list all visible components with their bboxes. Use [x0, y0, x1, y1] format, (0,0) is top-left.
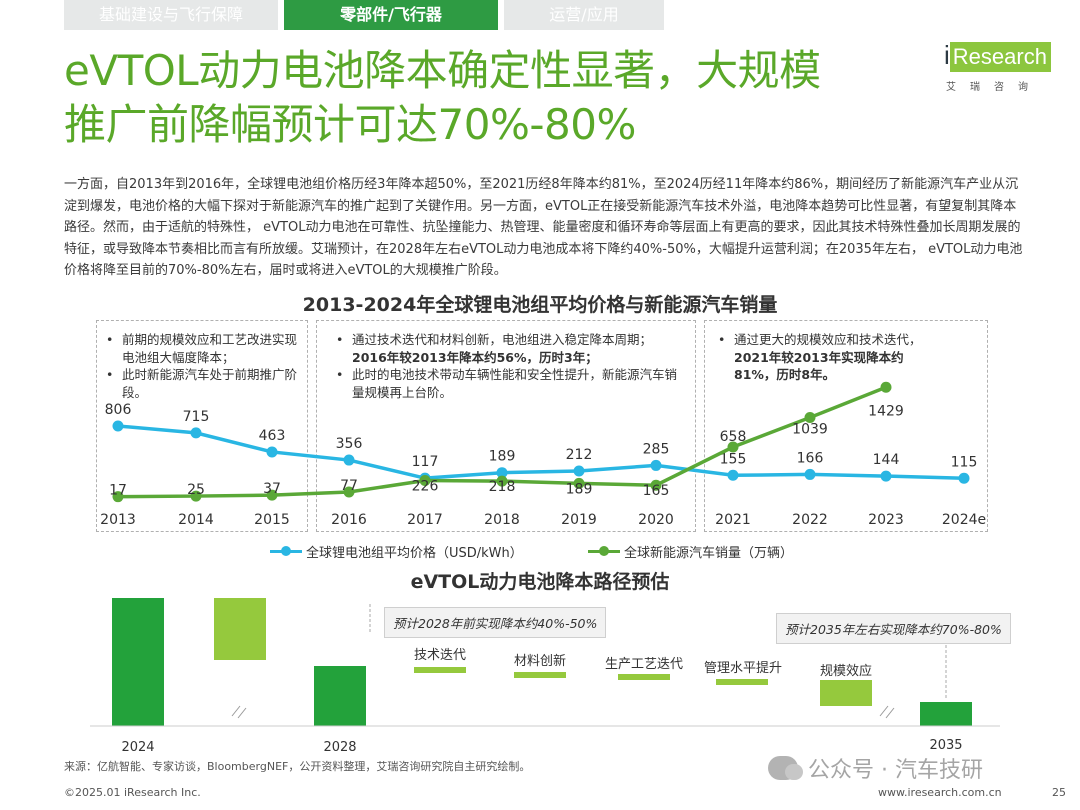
footer-url[interactable]: www.iresearch.com.cn [878, 786, 1002, 799]
axis-break-3 [879, 705, 889, 717]
note-period-1: 前期的规模效应和工艺改进实现电池组大幅度降本； 此时新能源汽车处于前期推广阶段。 [104, 331, 300, 401]
note-3-item-1: 通过更大的规模效应和技术迭代， 2021年较2013年实现降本约81%，历时8年。 [716, 331, 926, 384]
note-2-text-b: 2016年较2013年降本约56%，历时3年； [352, 349, 598, 365]
axis-break-2 [237, 707, 247, 719]
factor-label-process: 生产工艺迭代 [604, 657, 683, 672]
tab-operations[interactable]: 运营/应用 [504, 0, 664, 30]
logo-i: i [944, 40, 950, 70]
legend-price-swatch [270, 546, 302, 556]
bar-factor-material [514, 672, 566, 678]
intro-paragraph: 一方面，自2013年到2016年，全球锂电池组价格历经3年降本超50%，至202… [64, 177, 1023, 278]
iresearch-logo: i Research 艾瑞咨询 [942, 40, 1052, 93]
title-line-1: eVTOL动力电池降本确定性显著，大规模 [64, 46, 821, 95]
legend-sales-label: 全球新能源汽车销量（万辆） [624, 546, 794, 561]
year-label-2035: 2035 [929, 738, 963, 753]
factor-label-scale: 规模效应 [819, 664, 872, 679]
waterfall-chart [90, 598, 1000, 727]
title-line-2: 推广前降幅预计可达70%-80% [64, 100, 636, 149]
chart2-title: eVTOL动力电池降本路径预估 [410, 571, 670, 593]
logo-brand: Research [949, 42, 1051, 72]
factor-label-management: 管理水平提升 [703, 661, 782, 676]
wechat-icon [768, 756, 803, 780]
legend-sales-swatch [588, 546, 620, 556]
bar-2028 [314, 666, 366, 726]
tab-infrastructure[interactable]: 基础建设与飞行保障 [64, 0, 278, 30]
legend-price-label: 全球锂电池组平均价格（USD/kWh） [306, 546, 523, 561]
page-number: 25 [1052, 786, 1066, 799]
note-2-text-a: 通过技术迭代和材料创新，电池组进入稳定降本周期； [352, 332, 653, 347]
page-title: eVTOL动力电池降本确定性显著，大规模 推广前降幅预计可达70%-80% [64, 44, 944, 152]
bar-factor-scale [820, 680, 872, 706]
callout-2028: 预计2028年前实现降本约40%-50% [384, 607, 607, 638]
source-note: 来源：亿航智能、专家访谈，BloombergNEF，公开资料整理，艾瑞咨询研究院… [64, 760, 531, 773]
note-1-item-1: 前期的规模效应和工艺改进实现电池组大幅度降本； [104, 331, 300, 366]
year-label-2028: 2028 [323, 740, 357, 755]
footer-copyright: ©2025.01 iResearch Inc. [64, 786, 201, 799]
axis-break-1 [231, 705, 241, 717]
callout-2035: 预计2035年左右实现降本约70%-80% [776, 613, 1011, 644]
factor-label-tech: 技术迭代 [413, 648, 466, 663]
bar-drop-2028 [214, 598, 266, 660]
axis-break-4 [885, 707, 895, 719]
bar-factor-management [716, 679, 768, 685]
note-period-2: 通过技术迭代和材料创新，电池组进入稳定降本周期； 2016年较2013年降本约56… [334, 331, 688, 401]
bar-factor-process [618, 674, 670, 680]
note-3-text-b: 2021年较2013年实现降本约81%，历时8年。 [734, 349, 904, 383]
tab-components[interactable]: 零部件/飞行器 [284, 0, 498, 30]
bar-2035 [920, 702, 972, 726]
note-2-item-2: 此时的电池技术带动车辆性能和安全性提升，新能源汽车销量规模再上台阶。 [334, 366, 688, 401]
note-2-item-1: 通过技术迭代和材料创新，电池组进入稳定降本周期； 2016年较2013年降本约56… [334, 331, 688, 366]
watermark: 公众号 · 汽车技研 [768, 752, 983, 784]
watermark-text: 公众号 · 汽车技研 [808, 758, 983, 783]
note-3-text-a: 通过更大的规模效应和技术迭代， [734, 332, 922, 347]
chart1-title: 2013-2024年全球锂电池组平均价格与新能源汽车销量 [302, 294, 778, 316]
logo-subtitle: 艾瑞咨询 [946, 82, 1042, 93]
note-1-item-2: 此时新能源汽车处于前期推广阶段。 [104, 366, 300, 401]
legend-price: 全球锂电池组平均价格（USD/kWh） [270, 542, 523, 561]
year-label-2024: 2024 [121, 740, 155, 755]
bar-2024 [112, 598, 164, 726]
note-period-3: 通过更大的规模效应和技术迭代， 2021年较2013年实现降本约81%，历时8年。 [716, 331, 926, 384]
bar-factor-tech [414, 667, 466, 673]
factor-label-material: 材料创新 [513, 654, 566, 669]
legend-sales: 全球新能源汽车销量（万辆） [588, 542, 793, 561]
